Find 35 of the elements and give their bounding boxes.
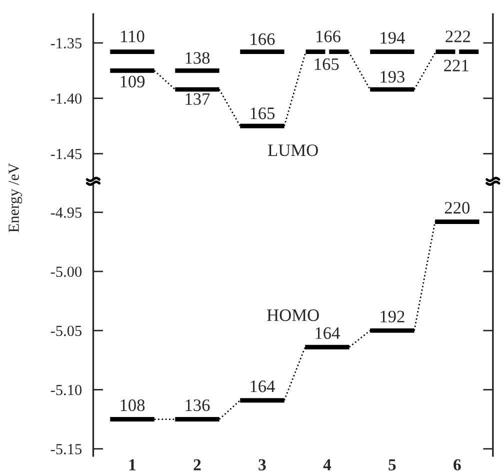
x-tick-label: 3: [258, 459, 266, 470]
x-tick-label: 5: [388, 459, 396, 470]
annotation: 193: [380, 71, 405, 83]
x-tick-label: 4: [323, 459, 332, 470]
y-tick-label: -5.00: [50, 266, 82, 277]
annotation: 108: [120, 399, 145, 412]
annotation: 194: [380, 32, 405, 44]
y-tick-label: -5.10: [50, 384, 82, 396]
y-tick-label: -5.05: [50, 326, 82, 336]
annotation: 137: [186, 93, 210, 105]
annotation: 166: [250, 33, 275, 46]
annotation: HOMO: [267, 309, 319, 322]
annotation: 164: [250, 380, 275, 392]
y-tick-label: -1.40: [50, 93, 82, 104]
annotation: 192: [380, 310, 404, 322]
annotation: 165: [250, 108, 275, 120]
y-tick-label: -4.95: [50, 207, 82, 218]
y-axis-title: Energy /eV: [8, 163, 22, 232]
x-tick-label: 6: [454, 459, 461, 470]
x-tick-label: 1: [129, 459, 136, 470]
annotation: 136: [186, 399, 210, 412]
y-tick-label: -5.15: [50, 444, 82, 454]
annotation: 221: [444, 60, 468, 72]
y-tick-label: -1.45: [50, 148, 82, 160]
annotation: 138: [186, 52, 210, 64]
annotation: 222: [446, 30, 470, 42]
x-tick-label: 2: [194, 459, 201, 470]
annotation: 165: [314, 58, 339, 70]
annotation: 164: [316, 327, 340, 339]
y-tick-label: -1.35: [50, 38, 82, 48]
annotation: 166: [316, 30, 340, 42]
annotation: 110: [121, 30, 144, 42]
annotation: 220: [444, 202, 470, 214]
annotation: 109: [120, 76, 145, 88]
annotation: LUMO: [268, 144, 318, 156]
